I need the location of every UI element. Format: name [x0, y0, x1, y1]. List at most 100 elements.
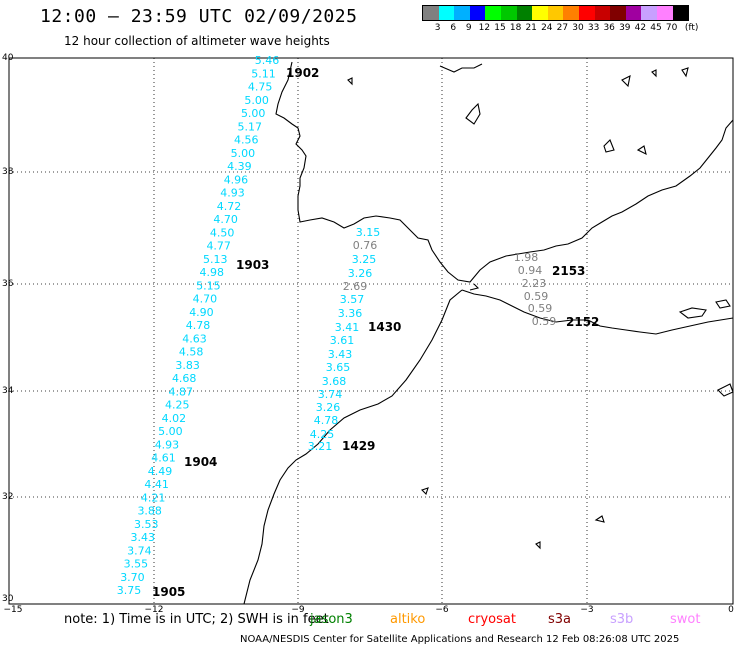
pass-label-2152: 2152: [566, 315, 599, 329]
wave-height-value: 3.75: [117, 584, 142, 597]
color-legend-tick: 33: [587, 23, 600, 33]
color-legend-tick: 21: [525, 23, 537, 33]
color-swatch: [547, 6, 564, 20]
wave-height-value: 4.25: [165, 399, 190, 412]
color-legend-tick: 18: [509, 23, 522, 33]
color-swatch: [656, 6, 673, 20]
color-legend-tick: 39: [619, 23, 631, 33]
color-swatch: [423, 6, 439, 20]
pass-label-1902: 1902: [286, 66, 319, 80]
wave-height-value: 5.00: [241, 107, 266, 120]
wave-height-value: 3.74: [318, 388, 343, 401]
color-legend-tick: 45: [650, 23, 662, 33]
color-legend-tick: 30: [572, 23, 584, 33]
map-subtitle: 12 hour collection of altimeter wave hei…: [64, 34, 330, 48]
wave-height-value: 3.25: [352, 253, 377, 266]
wave-height-value: 3.57: [340, 293, 365, 306]
map-frame: [8, 57, 734, 605]
color-swatch: [610, 6, 626, 20]
satellite-legend-item: jason3: [310, 612, 353, 627]
latitude-label: 30: [2, 594, 14, 604]
color-legend: 3 6 9 12 15 18 21 24 27 30 33 36 39 42 45 70 (ft): [422, 5, 699, 35]
pass-label-1904: 1904: [184, 455, 217, 469]
latitude-label: 32: [2, 492, 13, 502]
pass-label-1903: 1903: [236, 258, 269, 272]
pass-label-1905: 1905: [152, 585, 185, 599]
color-legend-tick: 27: [556, 23, 569, 33]
footer-note: note: 1) Time is in UTC; 2) SWH is in fe…: [64, 612, 329, 627]
wave-height-value: 5.46: [255, 54, 280, 67]
wave-height-value: 3.70: [120, 571, 145, 584]
wave-height-value: 4.58: [179, 346, 204, 359]
wave-height-value: 4.21: [141, 491, 166, 504]
wave-height-value: 4.78: [186, 319, 211, 332]
color-legend-tick: 36: [603, 23, 615, 33]
map-title: 12:00 – 23:59 UTC 02/09/2025: [40, 6, 358, 27]
wave-height-value: 4.49: [148, 465, 173, 478]
latitude-label: 40: [2, 53, 14, 63]
pass-label-2153: 2153: [552, 264, 585, 278]
wave-height-value: 5.17: [238, 120, 263, 133]
wave-height-value: 4.50: [210, 226, 235, 239]
color-swatch: [469, 6, 486, 20]
color-legend-tick: 24: [541, 23, 553, 33]
note-text: note: 1) Time is in UTC; 2) SWH is in fe…: [64, 612, 329, 627]
longitude-label: −9: [291, 605, 305, 615]
longitude-labels: −15 −12 −9 −6 −3 0: [4, 605, 735, 615]
satellite-legend-item: cryosat: [468, 612, 516, 627]
color-swatch: [672, 6, 689, 20]
color-legend-ticks: 3 6 9 12 15 18 21 24 27 30 33 36 39 42 45 70 (ft): [422, 21, 699, 35]
wave-height-value: 4.25: [310, 428, 335, 441]
wave-height-value: 4.41: [144, 478, 169, 491]
wave-height-value: 0.59: [528, 302, 553, 315]
pass-label-1430: 1430: [368, 320, 401, 334]
wave-height-value: 4.70: [213, 213, 238, 226]
longitude-label: 0: [728, 605, 734, 615]
latitude-label: 36: [2, 279, 14, 289]
wave-height-value: 2.69: [343, 280, 368, 293]
wave-height-value: 4.93: [220, 187, 245, 200]
color-legend-tick: 12: [478, 23, 491, 33]
color-swatch: [485, 6, 501, 20]
wave-height-value: 3.53: [134, 518, 159, 531]
wave-height-value: 5.13: [203, 253, 228, 266]
wave-height-value: 3.74: [127, 544, 152, 557]
wave-height-value: 3.26: [348, 267, 373, 280]
longitude-label: −3: [580, 605, 593, 615]
wave-height-value: 3.68: [322, 375, 347, 388]
longitude-label: −12: [145, 605, 164, 615]
longitude-label: −6: [435, 605, 449, 615]
wave-height-value: 4.61: [151, 452, 176, 465]
wave-height-value: 4.68: [172, 372, 197, 385]
credit-line: NOAA/NESDIS Center for Satellite Applica…: [240, 634, 680, 645]
wave-height-value: 4.39: [227, 160, 252, 173]
wave-height-value: 3.43: [131, 531, 156, 544]
latitude-label: 34: [2, 386, 14, 396]
satellite-legend-item: swot: [670, 612, 701, 627]
wave-height-value: 4.02: [162, 412, 187, 425]
color-swatch: [532, 6, 548, 20]
wave-height-value: 3.88: [137, 505, 162, 518]
wave-height-value: 4.98: [200, 266, 225, 279]
latitude-labels: 40 38 36 34 32 30: [2, 53, 14, 604]
color-swatch: [625, 6, 642, 20]
wave-height-value: 4.63: [182, 332, 207, 345]
wave-height-value: 5.00: [158, 425, 183, 438]
wave-height-value: 0.59: [524, 290, 549, 303]
wave-height-value: 4.70: [193, 293, 218, 306]
satellite-legend-item: s3b: [610, 612, 634, 627]
color-legend-tick: 15: [494, 23, 506, 33]
color-swatch: [563, 6, 579, 20]
color-swatch: [500, 6, 517, 20]
color-swatch: [578, 6, 595, 20]
altimeter-tracks: 5.465.114.755.005.005.174.565.004.394.96…: [117, 54, 557, 597]
color-swatch: [594, 6, 611, 20]
wave-height-value: 4.78: [314, 414, 339, 427]
wave-height-value: 5.00: [231, 147, 256, 160]
wave-height-value: 0.76: [353, 239, 378, 252]
color-swatch: [454, 6, 470, 20]
color-swatch: [438, 6, 455, 20]
wave-height-value: 4.77: [206, 240, 231, 253]
color-legend-swatches: [422, 5, 690, 21]
wave-height-value: 3.41: [335, 321, 360, 334]
